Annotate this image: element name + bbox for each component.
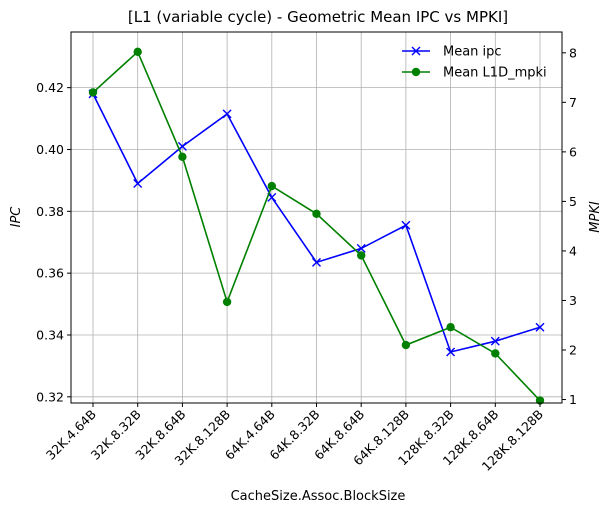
- legend-marker: [411, 46, 421, 56]
- data-point: [133, 47, 142, 57]
- y-right-tick-label: 4: [569, 243, 577, 258]
- data-point: [446, 323, 455, 332]
- y-right-tick-label: 3: [569, 293, 577, 308]
- y-right-tick-label: 6: [569, 144, 577, 159]
- data-point: [491, 349, 500, 358]
- data-point: [446, 347, 456, 357]
- data-point: [88, 88, 98, 97]
- chart-title: [L1 (variable cycle) - Geometric Mean IP…: [128, 8, 508, 26]
- y-right-tick-label: 1: [569, 392, 577, 407]
- legend-label: Mean L1D_mpki: [443, 66, 547, 81]
- y-left-tick-label: 0.36: [36, 266, 64, 281]
- data-point: [401, 220, 411, 230]
- series-layer: [88, 47, 545, 405]
- y-left-tick-label: 0.32: [36, 389, 64, 404]
- y-left-tick-label: 0.34: [36, 327, 64, 342]
- y-axis-right: 1 2 3 4 5 6 7 8: [562, 45, 577, 407]
- y-axis-left: 0.32 0.34 0.36 0.38 0.40 0.42: [36, 80, 71, 404]
- data-point: [535, 322, 545, 332]
- y-right-tick-label: 7: [569, 95, 577, 110]
- y-right-tick-label: 5: [569, 194, 577, 209]
- data-point: [490, 336, 500, 346]
- data-point: [178, 152, 187, 162]
- y-axis-left-label: IPC: [9, 206, 24, 228]
- data-point: [357, 251, 366, 260]
- legend-label: Mean ipc: [443, 45, 502, 60]
- data-point: [267, 181, 276, 191]
- y-left-tick-label: 0.42: [36, 80, 64, 95]
- data-point: [222, 109, 232, 119]
- data-point: [312, 257, 321, 267]
- x-axis: 32K.4.64B32K.8.32B32K.8.64B32K.8.128B64K…: [43, 403, 546, 474]
- legend: Mean ipc Mean L1D_mpki: [402, 45, 547, 81]
- data-point: [312, 209, 321, 218]
- y-right-tick-label: 8: [569, 45, 577, 60]
- y-axis-right-label: MPKI: [588, 201, 603, 233]
- data-point: [401, 340, 411, 350]
- data-point: [356, 243, 366, 253]
- legend-marker: [411, 67, 421, 77]
- data-point: [222, 297, 232, 307]
- y-left-tick-label: 0.38: [36, 204, 64, 219]
- x-axis-label: CacheSize.Assoc.BlockSize: [231, 489, 406, 504]
- data-point: [133, 178, 143, 188]
- y-left-tick-label: 0.40: [36, 142, 64, 157]
- y-right-tick-label: 2: [569, 343, 577, 358]
